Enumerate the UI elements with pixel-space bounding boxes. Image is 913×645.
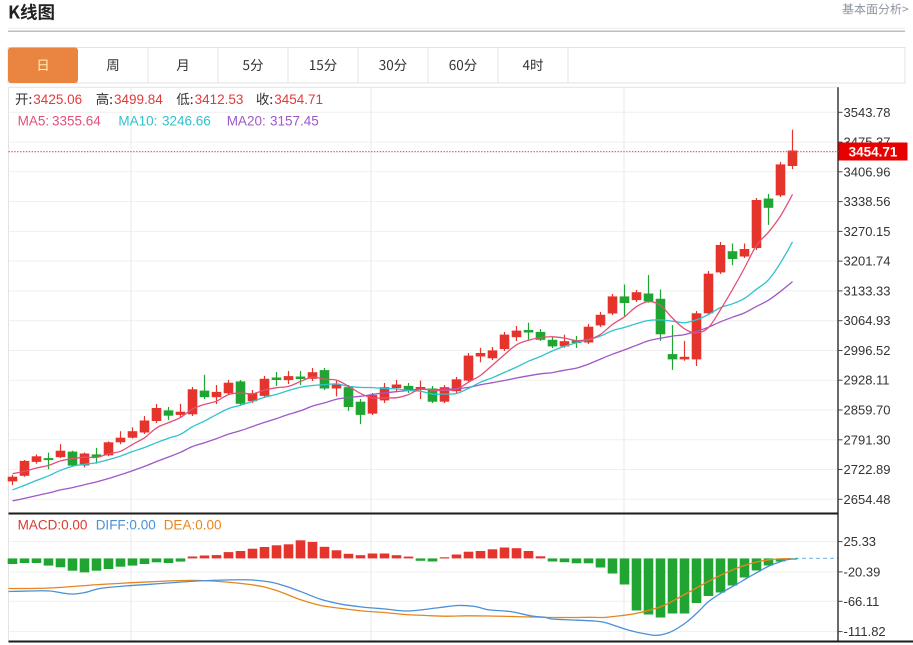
svg-text:MA20:: MA20: [227,114,266,129]
svg-text:3355.64: 3355.64 [52,114,101,129]
svg-text:MA5:: MA5: [18,114,50,129]
svg-text:-111.82: -111.82 [844,624,886,639]
svg-text:3201.74: 3201.74 [844,254,891,269]
svg-text:3454.71: 3454.71 [274,92,323,107]
svg-text:-66.11: -66.11 [844,594,880,609]
svg-text:DEA:0.00: DEA:0.00 [164,518,222,533]
svg-text:3338.56: 3338.56 [844,194,891,209]
svg-text:DIFF:0.00: DIFF:0.00 [96,518,156,533]
svg-text:2859.70: 2859.70 [844,403,891,418]
svg-text:3157.45: 3157.45 [270,114,319,129]
svg-text:3425.06: 3425.06 [33,92,82,107]
svg-text:2654.48: 2654.48 [844,492,891,507]
svg-text:3270.15: 3270.15 [844,224,891,239]
svg-text:3246.66: 3246.66 [162,114,211,129]
svg-text:3412.53: 3412.53 [195,92,244,107]
svg-text:2791.30: 2791.30 [844,432,891,447]
svg-text:3543.78: 3543.78 [844,105,891,120]
svg-text:2996.52: 2996.52 [844,343,891,358]
svg-text:-20.39: -20.39 [844,564,881,579]
svg-text:3454.71: 3454.71 [849,145,898,160]
svg-text:3499.84: 3499.84 [114,92,163,107]
svg-text:2928.11: 2928.11 [844,373,890,388]
svg-text:3064.93: 3064.93 [844,313,891,328]
svg-text:2722.89: 2722.89 [844,462,891,477]
svg-text:MACD:0.00: MACD:0.00 [18,518,88,533]
svg-text:MA10:: MA10: [118,114,157,129]
svg-text:3406.96: 3406.96 [844,164,891,179]
svg-text:25.33: 25.33 [844,534,877,549]
svg-text:3133.33: 3133.33 [844,283,891,298]
